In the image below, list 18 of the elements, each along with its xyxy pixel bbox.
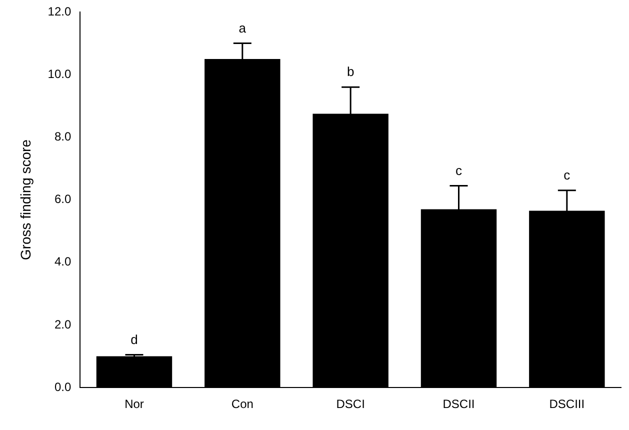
- y-tick-label: 2.0: [54, 317, 72, 332]
- annotation: c: [564, 167, 571, 182]
- x-tick-label: Con: [231, 397, 254, 412]
- x-tick-label: DSCI: [336, 397, 365, 412]
- annotation: b: [346, 64, 354, 80]
- annotation: d: [130, 332, 138, 347]
- x-tick-label: Nor: [124, 397, 144, 412]
- x-tick-label: DSCII: [442, 397, 475, 412]
- y-tick-label: 12.0: [48, 4, 72, 18]
- y-tick-label: 4.0: [54, 254, 72, 269]
- y-tick-label: 10.0: [48, 66, 72, 81]
- y-tick-label: 6.0: [54, 192, 72, 206]
- annotation: a: [238, 20, 247, 36]
- annotation: c: [455, 162, 462, 178]
- x-tick-label: DSCIII: [549, 397, 585, 412]
- y-tick-label: 8.0: [54, 130, 72, 144]
- y-tick-label: 0.0: [54, 380, 72, 394]
- y-axis-title: Gross finding score: [17, 139, 34, 260]
